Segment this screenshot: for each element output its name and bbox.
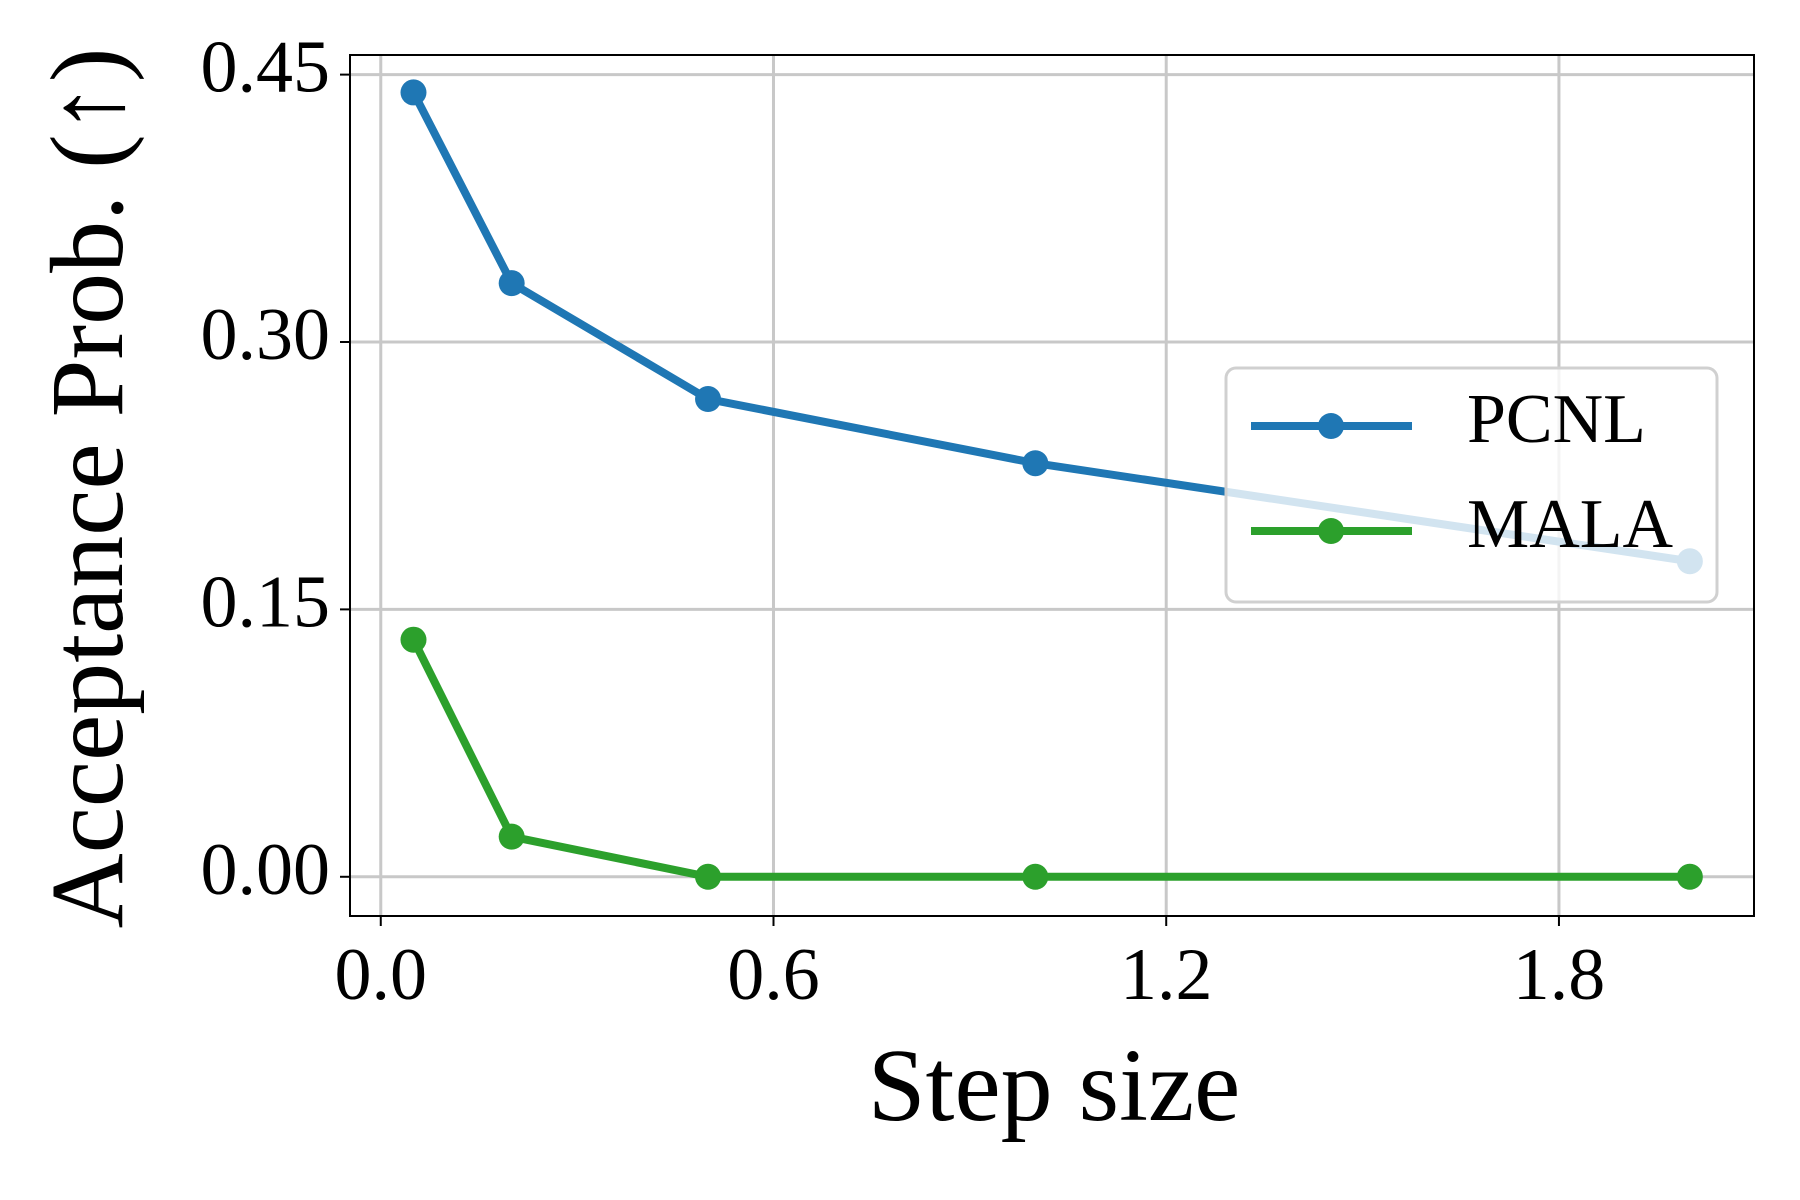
- legend-label: MALA: [1467, 486, 1674, 563]
- y-axis-label: Acceptance Prob. (↑): [30, 48, 145, 929]
- plot-frame: [349, 54, 1755, 917]
- point: [400, 626, 427, 653]
- point: [695, 386, 722, 413]
- series-line: [409, 637, 1690, 881]
- point: [695, 863, 722, 890]
- x-axis-label: Step size: [868, 1028, 1241, 1143]
- point: [1022, 450, 1049, 477]
- x-tick-label: 1.8: [1513, 934, 1606, 1016]
- y-tick-label: 0.00: [201, 829, 331, 911]
- legend-label: PCNL: [1467, 381, 1646, 458]
- point: [498, 270, 525, 297]
- legend-marker: [1318, 413, 1344, 439]
- y-tick-label: 0.30: [201, 294, 331, 376]
- legend: PCNL MALA: [1224, 366, 1719, 604]
- x-tick-label: 0.0: [335, 934, 428, 1016]
- x-tick-label: 1.2: [1120, 934, 1213, 1016]
- point: [1022, 863, 1049, 890]
- y-tick-label: 0.45: [201, 27, 331, 109]
- legend-marker: [1318, 518, 1344, 544]
- point: [498, 823, 525, 850]
- x-tick-label: 0.6: [727, 934, 820, 1016]
- point: [1676, 863, 1703, 890]
- y-tick-label: 0.15: [201, 561, 331, 643]
- point: [400, 79, 427, 106]
